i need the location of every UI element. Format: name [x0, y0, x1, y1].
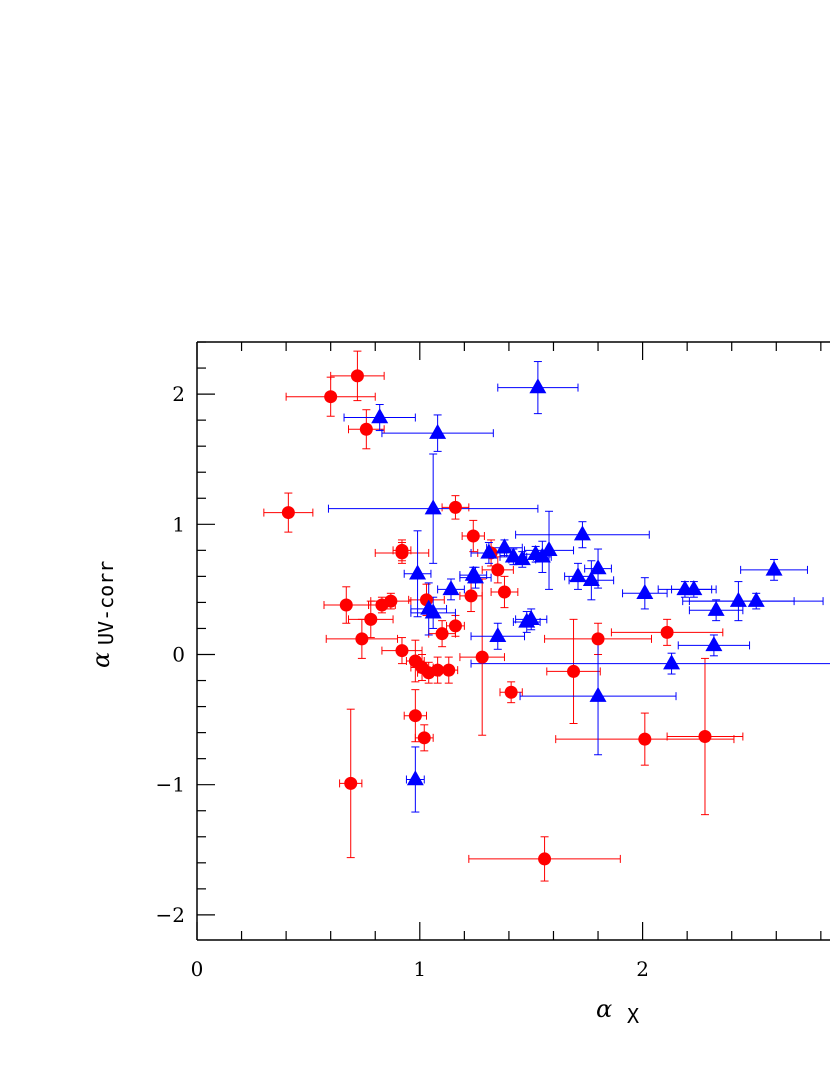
data-point-triangle	[582, 570, 600, 586]
data-point-triangle	[707, 600, 725, 616]
data-point-circle	[395, 543, 409, 557]
y-tick-label: 0	[172, 643, 185, 667]
data-point-circle	[384, 594, 398, 608]
x-tick-label: 1	[413, 957, 426, 981]
data-point-triangle	[371, 408, 389, 424]
data-point-triangle	[529, 378, 547, 394]
x-tick-label: 0	[191, 957, 204, 981]
data-point-triangle	[636, 584, 654, 600]
data-point-triangle	[747, 591, 765, 607]
y-tick-label: 2	[172, 382, 185, 406]
tick-labels-layer: 0 1 2 2 1 0 −1 −2	[156, 382, 649, 981]
data-point-circle	[339, 598, 353, 612]
data-point-triangle	[424, 499, 442, 515]
markers-layer	[281, 369, 783, 866]
y-tick-label: −2	[156, 903, 185, 927]
data-point-circle	[395, 644, 409, 658]
data-point-triangle	[589, 686, 607, 702]
data-point-circle	[504, 685, 518, 699]
data-point-circle	[364, 612, 378, 626]
data-point-circle	[464, 589, 478, 603]
data-point-circle	[408, 709, 422, 723]
data-point-triangle	[424, 603, 442, 619]
data-point-triangle	[513, 550, 531, 566]
data-point-triangle	[685, 580, 703, 596]
x-axis-label-symbol: α	[596, 995, 612, 1023]
data-point-triangle	[540, 541, 558, 557]
data-point-circle	[491, 563, 505, 577]
data-point-circle	[281, 506, 295, 520]
data-point-triangle	[409, 564, 427, 580]
data-point-circle	[466, 529, 480, 543]
data-point-circle	[475, 650, 489, 664]
data-point-triangle	[467, 568, 484, 584]
y-tick-label: −1	[156, 773, 185, 797]
series-triangles-markers	[371, 378, 783, 786]
data-point-circle	[448, 619, 462, 633]
x-tick-label: 2	[636, 957, 649, 981]
data-point-circle	[442, 663, 456, 677]
data-point-triangle	[489, 626, 507, 642]
data-point-triangle	[569, 567, 587, 583]
data-point-circle	[448, 500, 462, 514]
data-point-triangle	[480, 543, 498, 559]
series-triangles	[327, 361, 830, 813]
y-axis-label-symbol: α	[87, 652, 115, 668]
series-circles	[263, 350, 744, 882]
data-point-triangle	[429, 423, 447, 439]
data-point-triangle	[522, 610, 540, 626]
data-point-triangle	[589, 559, 607, 575]
x-axis-label-subscript: X	[627, 1004, 639, 1028]
y-axis-label-subscript: UV-corr	[94, 561, 118, 645]
data-point-triangle	[406, 770, 424, 786]
data-point-circle	[591, 632, 605, 646]
data-point-triangle	[765, 560, 783, 576]
data-point-circle	[324, 390, 338, 404]
data-point-triangle	[705, 636, 723, 652]
data-point-triangle	[495, 538, 513, 554]
data-point-triangle	[729, 591, 747, 607]
series-circles-markers	[281, 369, 712, 866]
data-point-circle	[567, 664, 581, 678]
data-point-circle	[698, 730, 712, 744]
y-tick-label: 1	[172, 512, 185, 536]
data-point-circle	[638, 732, 652, 746]
data-point-circle	[417, 731, 431, 745]
data-point-circle	[497, 585, 511, 599]
data-point-triangle	[663, 654, 681, 670]
axes-frame	[196, 341, 830, 941]
data-point-triangle	[573, 525, 591, 541]
data-point-circle	[431, 663, 445, 677]
data-point-circle	[355, 632, 369, 646]
data-point-circle	[435, 627, 449, 641]
data-point-circle	[660, 625, 674, 639]
error-bars-layer	[263, 350, 830, 882]
data-point-circle	[359, 422, 373, 436]
data-point-triangle	[442, 580, 460, 596]
data-point-circle	[344, 776, 358, 790]
data-point-circle	[350, 369, 364, 383]
data-point-circle	[538, 852, 552, 866]
